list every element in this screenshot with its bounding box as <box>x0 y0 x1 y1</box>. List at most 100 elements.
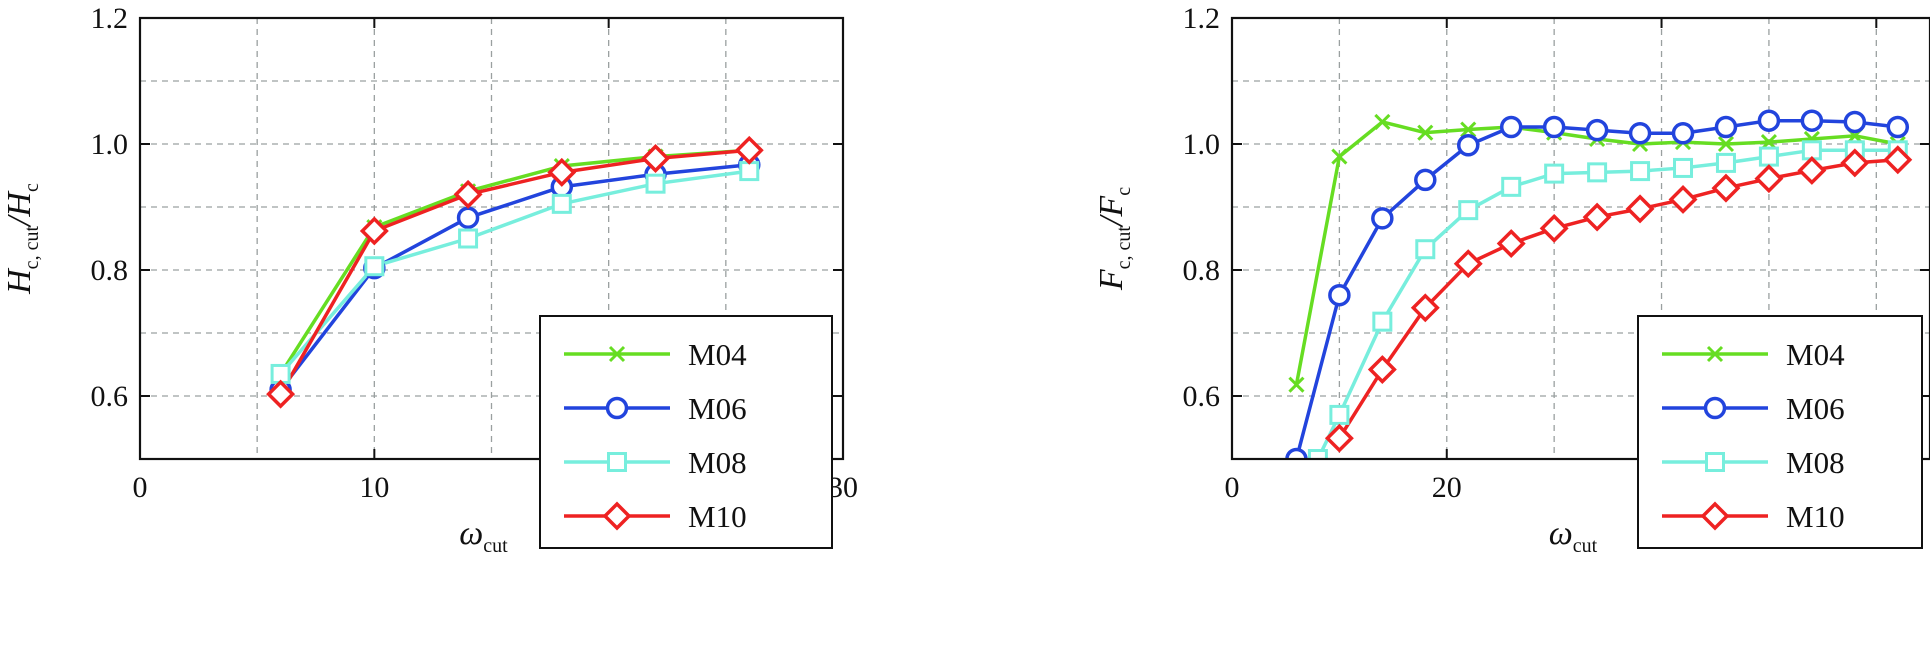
data-point-m06 <box>1285 447 1308 459</box>
legend-label: M04 <box>1786 337 1845 372</box>
y-tick-label: 0.6 <box>1183 380 1221 413</box>
legend-item-m06: M06 <box>1662 391 1845 426</box>
legend-label: M04 <box>688 337 747 372</box>
data-point-m04 <box>1288 376 1305 393</box>
series-group <box>266 135 764 409</box>
data-point-m06 <box>1328 283 1351 307</box>
data-point-m10 <box>359 216 389 246</box>
legend-label: M08 <box>1786 445 1845 480</box>
data-point-m08 <box>1587 162 1608 183</box>
data-point-m06 <box>1671 122 1695 145</box>
data-point-m06 <box>1628 122 1652 145</box>
data-point-m08 <box>1715 152 1736 173</box>
data-point-m06 <box>1371 207 1394 230</box>
data-point-m10 <box>1711 173 1741 203</box>
data-point-m10 <box>1324 423 1354 453</box>
legend-marker <box>1706 345 1724 363</box>
x-axis-label: ωcut <box>459 515 508 557</box>
y-tick-label: 0.6 <box>91 380 129 413</box>
data-point-m04 <box>1374 113 1391 131</box>
data-point-m06 <box>1456 134 1480 157</box>
series-line-m10 <box>279 148 750 395</box>
x-tick-label: 0 <box>1225 471 1240 504</box>
legend-box <box>1637 315 1923 549</box>
legend-item-m06: M06 <box>564 391 747 426</box>
data-point-m08 <box>645 173 666 194</box>
data-point-m06 <box>1886 115 1910 139</box>
data-point-m06 <box>1414 168 1437 192</box>
legend-item-m04: M04 <box>564 337 747 372</box>
data-point-m10 <box>1754 164 1784 194</box>
data-point-m08 <box>1673 157 1694 178</box>
y-tick-label: 1.0 <box>91 128 129 161</box>
data-point-m10 <box>1453 249 1483 279</box>
data-point-m08 <box>1501 176 1522 197</box>
data-point-m10 <box>1625 194 1655 224</box>
legend-item-m08: M08 <box>564 445 747 480</box>
data-point-m08 <box>551 193 572 214</box>
data-point-m06 <box>1585 118 1609 142</box>
data-point-m10 <box>1539 213 1569 243</box>
data-point-m10 <box>266 379 296 409</box>
series-line-m06 <box>279 163 750 391</box>
data-point-m06 <box>1714 115 1738 139</box>
y-tick-label: 0.8 <box>1183 254 1221 287</box>
data-point-m10 <box>734 135 764 165</box>
data-point-m08 <box>1415 239 1436 260</box>
legend-item-m08: M08 <box>1662 445 1845 480</box>
data-point-m10 <box>1582 202 1612 232</box>
data-point-m06 <box>1757 109 1781 132</box>
data-point-m08 <box>1458 200 1479 221</box>
legend-item-m10: M10 <box>1662 499 1845 534</box>
data-point-m10 <box>453 179 483 209</box>
data-point-m08 <box>1544 163 1565 184</box>
data-point-m08 <box>1630 161 1651 182</box>
legend-marker <box>607 452 627 472</box>
data-point-m08 <box>1329 404 1350 425</box>
legend-item-m10: M10 <box>564 499 747 534</box>
legend-marker <box>1700 501 1730 531</box>
data-point-m04 <box>1331 148 1348 165</box>
data-point-m10 <box>1496 229 1526 259</box>
data-point-m08 <box>1758 146 1779 167</box>
y-tick-label: 1.2 <box>91 2 129 35</box>
x-tick-label: 0 <box>133 471 148 504</box>
legend-label: M06 <box>688 391 747 426</box>
data-point-m06 <box>1843 110 1867 134</box>
legend-item-m04: M04 <box>1662 337 1845 372</box>
x-tick-label: 20 <box>1432 471 1462 504</box>
legend-label: M08 <box>688 445 747 480</box>
data-point-m06 <box>456 206 480 229</box>
data-point-m10 <box>1797 155 1827 185</box>
data-point-m10 <box>1668 184 1698 214</box>
data-point-m04 <box>1460 121 1477 138</box>
legend-marker <box>602 501 632 531</box>
data-point-m08 <box>1307 449 1328 459</box>
data-point-m08 <box>364 256 385 277</box>
y-tick-label: 1.0 <box>1183 128 1221 161</box>
data-point-m06 <box>1800 109 1824 132</box>
plot-frame <box>1230 16 1930 461</box>
y-tick-label: 1.2 <box>1183 2 1221 35</box>
x-tick-label: 10 <box>359 471 389 504</box>
legend-marker <box>1705 452 1725 472</box>
y-axis-label: Hc, cut/Hc <box>1 183 43 295</box>
data-point-m04 <box>1417 124 1434 141</box>
data-point-m04 <box>1717 135 1735 153</box>
data-point-m10 <box>1367 355 1397 385</box>
legend: M04 M06 M08 M10 <box>539 315 833 549</box>
data-point-m08 <box>458 228 479 249</box>
x-axis-label: ωcut <box>1549 515 1598 557</box>
data-point-m08 <box>1372 311 1393 332</box>
legend-label: M10 <box>688 499 747 534</box>
legend: M04 M06 M08 M10 <box>1637 315 1923 549</box>
legend-marker <box>608 345 626 363</box>
series-line-m08 <box>279 169 750 376</box>
plot-frame <box>138 16 845 461</box>
y-axis-label: Fc, cut/Fc <box>1093 187 1135 291</box>
data-point-m10 <box>641 144 671 173</box>
legend-box <box>539 315 833 549</box>
